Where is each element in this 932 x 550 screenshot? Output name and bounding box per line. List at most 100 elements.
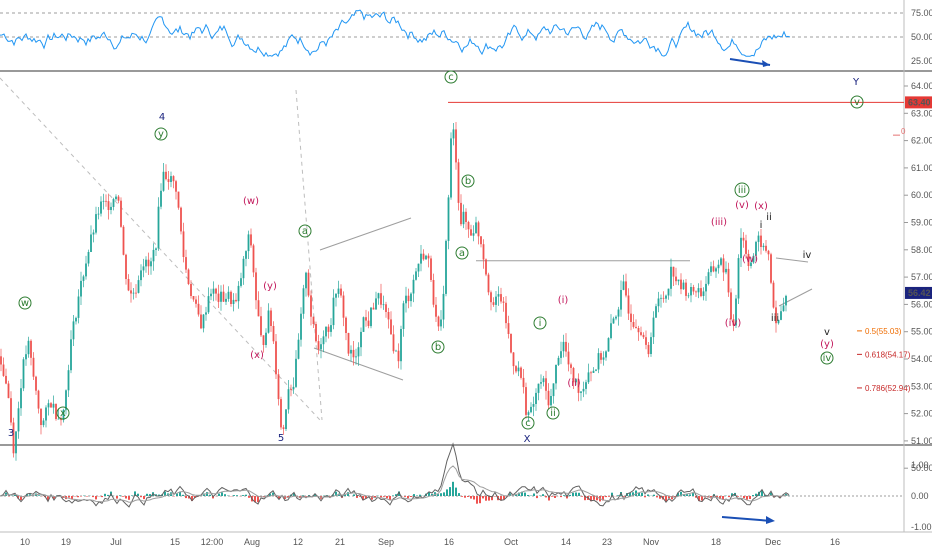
candle-body <box>65 390 67 410</box>
wave-label: 3 <box>8 428 14 439</box>
fib-level-label: 0.618(54.17) <box>865 350 911 359</box>
candle-body <box>585 382 587 389</box>
osc-histogram-bar <box>686 494 688 496</box>
osc-histogram-bar <box>344 494 346 496</box>
candle-body <box>312 316 315 324</box>
osc-histogram-bar <box>272 492 274 496</box>
candle-body <box>165 171 167 180</box>
candle-body <box>150 261 152 267</box>
candle-body <box>650 337 652 354</box>
osc-histogram-bar <box>779 496 781 498</box>
osc-histogram-bar <box>563 495 565 496</box>
osc-histogram-bar <box>182 494 184 496</box>
candle-body <box>185 257 187 270</box>
osc-histogram-bar <box>452 481 454 496</box>
candle-body <box>442 293 445 320</box>
osc-histogram-bar <box>677 493 679 496</box>
price-y-tick-label: 56.00 <box>911 299 932 309</box>
candle-body <box>85 263 87 277</box>
candle-body <box>490 292 492 303</box>
candle-body <box>320 344 322 350</box>
osc-histogram-bar <box>749 496 751 499</box>
candle-body <box>212 288 215 294</box>
candle-body <box>325 326 327 337</box>
osc-histogram-bar <box>242 495 244 496</box>
candle-body <box>147 259 150 267</box>
wave-label: 4 <box>159 112 165 123</box>
candle-body <box>257 300 260 317</box>
osc-histogram-bar <box>737 496 739 497</box>
price-y-tick-label: 61.00 <box>911 163 932 173</box>
candle-body <box>190 284 192 296</box>
candle-body <box>770 254 772 283</box>
osc-histogram-bar <box>581 496 583 497</box>
candle-body <box>200 314 202 329</box>
osc-histogram-bar <box>683 494 685 496</box>
trend-line-dashed-b <box>295 89 323 421</box>
candle-body <box>412 279 415 294</box>
osc-histogram-bar <box>668 496 670 499</box>
candle-body <box>745 240 747 254</box>
osc-histogram-bar <box>413 494 415 496</box>
candle-body <box>357 347 360 357</box>
osc-histogram-bar <box>374 496 376 498</box>
osc-histogram-bar <box>629 493 631 496</box>
x-tick-label: 10 <box>20 537 30 547</box>
osc-histogram-bar <box>305 496 307 497</box>
candle-body <box>172 176 175 182</box>
x-tick-label: Sep <box>378 537 394 547</box>
candle-body <box>472 233 475 236</box>
candle-body <box>222 291 225 302</box>
candle-body <box>377 293 380 299</box>
candle-body <box>167 179 170 182</box>
candle-body <box>370 307 372 327</box>
candle-body <box>202 314 205 329</box>
wave-label: ii <box>550 408 556 419</box>
candle-body <box>610 323 612 339</box>
candle-body <box>757 235 760 242</box>
candle-body <box>242 258 245 279</box>
candle-body <box>352 349 355 358</box>
wave-label: (y) <box>820 339 834 350</box>
candle-body <box>587 372 590 383</box>
osc-histogram-bar <box>125 496 127 499</box>
osc-histogram-bar <box>29 494 31 496</box>
wave-label-circle <box>734 182 750 198</box>
wave-label-circle <box>850 95 864 109</box>
wave-label: a <box>302 226 308 237</box>
candle-body <box>710 266 712 273</box>
candle-body <box>672 266 675 277</box>
candle-body <box>487 274 490 293</box>
candle-body <box>72 321 75 340</box>
osc-histogram-bar <box>755 493 757 496</box>
candle-body <box>125 254 127 279</box>
candle-body <box>230 291 232 304</box>
x-tick-label: 18 <box>711 537 721 547</box>
candle-body <box>70 339 72 371</box>
candle-body <box>555 364 557 384</box>
rsi-y-tick-label: 50.00 <box>911 32 932 42</box>
price-y-tick-label: 55.00 <box>911 327 932 337</box>
osc-histogram-bar <box>38 495 40 496</box>
wave-label: (i) <box>558 295 569 306</box>
price-y-tick-label: 58.00 <box>911 245 932 255</box>
candle-body <box>62 409 65 421</box>
wave-label: b <box>435 342 441 353</box>
candle-body <box>735 298 737 326</box>
trend-line-dashed-a <box>0 77 321 421</box>
osc-histogram-bar <box>131 495 133 496</box>
wave-label: (x) <box>250 350 264 361</box>
osc-histogram-bar <box>515 494 517 496</box>
candle-body <box>90 234 92 252</box>
candle-body <box>205 312 207 315</box>
candle-body <box>707 272 710 284</box>
candle-body <box>695 291 697 293</box>
candle-body <box>380 293 382 305</box>
osc-histogram-bar <box>149 494 151 496</box>
osc-histogram-bar <box>632 492 634 496</box>
candle-body <box>700 288 702 297</box>
candle-body <box>45 407 47 421</box>
osc-arrow-head <box>766 516 775 524</box>
candle-body <box>657 298 660 307</box>
candle-body <box>482 244 485 260</box>
